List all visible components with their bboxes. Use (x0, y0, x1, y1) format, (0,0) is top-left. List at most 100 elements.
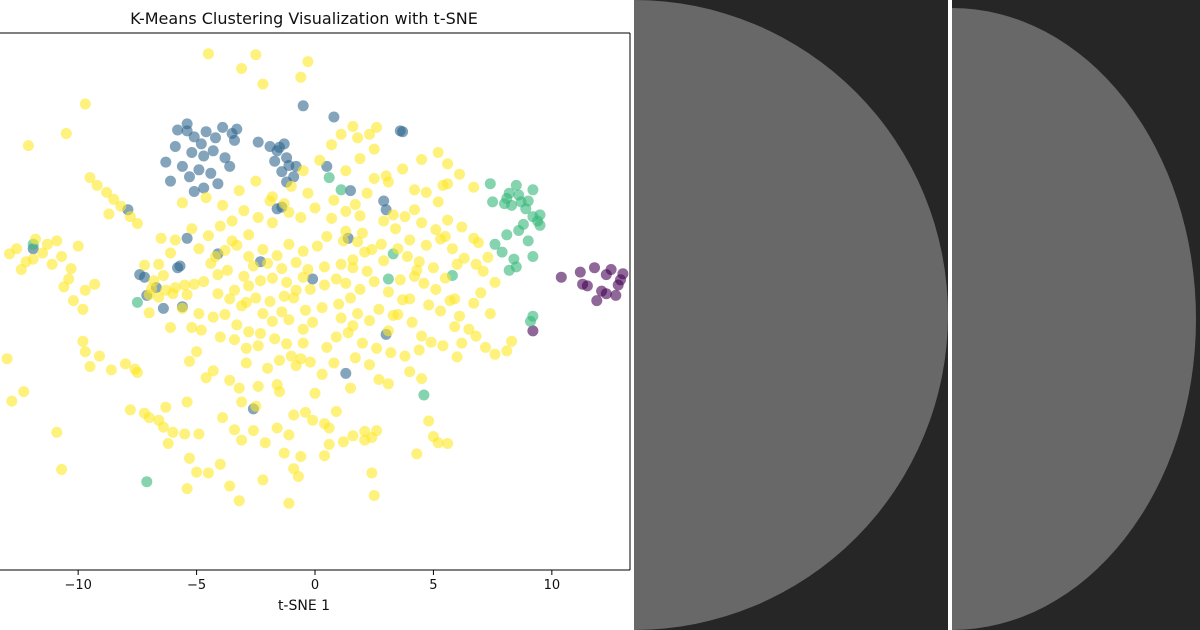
scatter-point-cluster-0-11 (600, 288, 612, 300)
scatter-point-cluster-3-61 (157, 421, 169, 433)
scatter-point-cluster-3-53 (143, 289, 155, 301)
scatter-point-cluster-3-212 (480, 341, 491, 353)
scatter-point-cluster-3-304 (413, 344, 425, 356)
scatter-point-cluster-3-253 (226, 215, 238, 227)
scatter-point-cluster-3-95 (368, 490, 380, 501)
scatter-point-cluster-1-35 (274, 141, 285, 153)
scatter-point-cluster-3-217 (468, 297, 480, 309)
scatter-point-cluster-1-17 (184, 171, 195, 183)
dark-panel-left (634, 0, 948, 630)
scatter-point-cluster-3-336 (264, 296, 276, 307)
scatter-point-cluster-3-282 (432, 147, 444, 158)
scatter-point-cluster-3-227 (420, 239, 432, 251)
scatter-point-cluster-3-178 (321, 231, 333, 242)
scatter-point-cluster-3-224 (401, 251, 413, 262)
scatter-point-cluster-3-93 (371, 425, 383, 437)
scatter-point-cluster-3-144 (231, 319, 243, 331)
scatter-point-cluster-3-301 (371, 342, 383, 354)
scatter-point-cluster-3-34 (131, 218, 143, 229)
scatter-point-cluster-3-292 (302, 56, 314, 68)
scatter-point-cluster-3-33 (84, 172, 96, 184)
scatter-point-cluster-3-150 (229, 284, 240, 296)
scatter-point-cluster-1-39 (328, 111, 340, 123)
scatter-point-cluster-3-118 (252, 380, 264, 392)
scatter-point-cluster-3-67 (160, 401, 172, 413)
scatter-point-cluster-3-329 (243, 229, 255, 241)
scatter-point-cluster-3-325 (361, 187, 373, 199)
scatter-point-cluster-1-42 (181, 125, 193, 137)
scatter-point-cluster-3-350 (404, 366, 416, 378)
scatter-point-cluster-3-257 (169, 234, 181, 246)
scatter-point-cluster-1-10 (207, 145, 219, 157)
scatter-point-cluster-3-148 (224, 293, 236, 305)
scatter-point-cluster-3-153 (266, 272, 278, 284)
scatter-point-cluster-3-125 (195, 324, 207, 336)
scatter-point-cluster-3-271 (335, 128, 347, 140)
scatter-point-cluster-3-330 (226, 235, 238, 247)
scatter-point-cluster-0-14 (527, 325, 539, 337)
chart-panel: K-Means Clustering Visualization with t-… (0, 9, 631, 614)
scatter-point-cluster-3-348 (347, 320, 359, 332)
scatter-point-cluster-3-288 (420, 186, 432, 198)
scatter-point-cluster-3-194 (276, 263, 288, 275)
scatter-point-cluster-3-183 (257, 244, 269, 255)
scatter-point-cluster-3-222 (427, 262, 439, 274)
scatter-point-cluster-3-265 (217, 199, 229, 211)
scatter-point-cluster-3-274 (364, 128, 375, 140)
scatter-point-cluster-3-300 (356, 337, 368, 349)
scatter-point-cluster-3-132 (252, 340, 264, 352)
scatter-point-cluster-3-52 (153, 291, 165, 303)
scatter-point-cluster-2-20 (522, 235, 534, 247)
scatter-point-cluster-3-277 (340, 165, 352, 177)
scatter-point-cluster-3-295 (202, 48, 214, 60)
scatter-point-cluster-3-312 (193, 308, 205, 320)
scatter-point-cluster-3-9 (41, 238, 53, 250)
scatter-point-cluster-3-39 (6, 395, 18, 407)
scatter-point-cluster-3-310 (262, 362, 274, 374)
scatter-point-cluster-3-320 (451, 351, 463, 363)
scatter-point-cluster-3-65 (193, 428, 205, 440)
scatter-point-cluster-3-167 (364, 315, 375, 327)
scatter-point-cluster-3-36 (60, 128, 72, 139)
scatter-point-cluster-3-263 (250, 175, 262, 187)
scatter-point-cluster-3-116 (250, 400, 262, 412)
scatter-point-cluster-3-174 (378, 255, 390, 267)
scatter-point-cluster-3-31 (124, 211, 136, 223)
scatter-point-cluster-3-256 (186, 223, 198, 235)
scatter-point-cluster-3-219 (449, 293, 461, 305)
scatter-point-cluster-3-287 (432, 196, 444, 208)
scatter-point-cluster-3-344 (489, 276, 501, 288)
scatter-point-cluster-1-19 (198, 182, 210, 194)
scatter-point-cluster-3-160 (354, 283, 366, 295)
scatter-point-cluster-2-12 (496, 246, 508, 258)
scatter-point-cluster-3-182 (271, 250, 283, 262)
scatter-point-cluster-1-14 (193, 164, 205, 176)
scatter-point-cluster-3-35 (79, 98, 91, 110)
scatter-point-cluster-3-204 (423, 299, 435, 311)
scatter-point-cluster-3-90 (347, 430, 359, 442)
scatter-point-cluster-3-216 (484, 308, 496, 320)
scatter-point-cluster-3-261 (285, 180, 297, 192)
scatter-point-cluster-3-54 (143, 307, 155, 319)
scatter-point-cluster-3-176 (352, 236, 364, 248)
scatter-point-cluster-1-3 (200, 126, 212, 138)
scatter-point-cluster-3-340 (375, 238, 387, 250)
scatter-point-cluster-3-246 (326, 212, 338, 224)
scatter-point-cluster-1-55 (307, 273, 319, 285)
scatter-point-cluster-3-88 (319, 450, 330, 462)
scatter-point-cluster-3-275 (368, 143, 380, 155)
scatter-point-cluster-3-172 (368, 276, 380, 288)
scatter-point-cluster-3-106 (442, 438, 454, 449)
scatter-point-cluster-3-133 (243, 326, 255, 338)
scatter-point-cluster-1-16 (224, 160, 236, 172)
scatter-point-cluster-3-308 (297, 337, 309, 349)
scatter-point-cluster-3-239 (416, 217, 428, 229)
x-tick-label-1: −5 (187, 578, 206, 593)
scatter-point-cluster-2-27 (323, 172, 335, 184)
scatter-point-cluster-3-99 (202, 467, 214, 479)
scatter-point-cluster-1-32 (276, 166, 288, 178)
scatter-point-cluster-3-38 (1, 353, 13, 365)
scatter-point-cluster-3-29 (108, 193, 120, 205)
scatter-point-cluster-3-115 (233, 382, 245, 394)
scatter-point-cluster-3-281 (416, 154, 428, 165)
